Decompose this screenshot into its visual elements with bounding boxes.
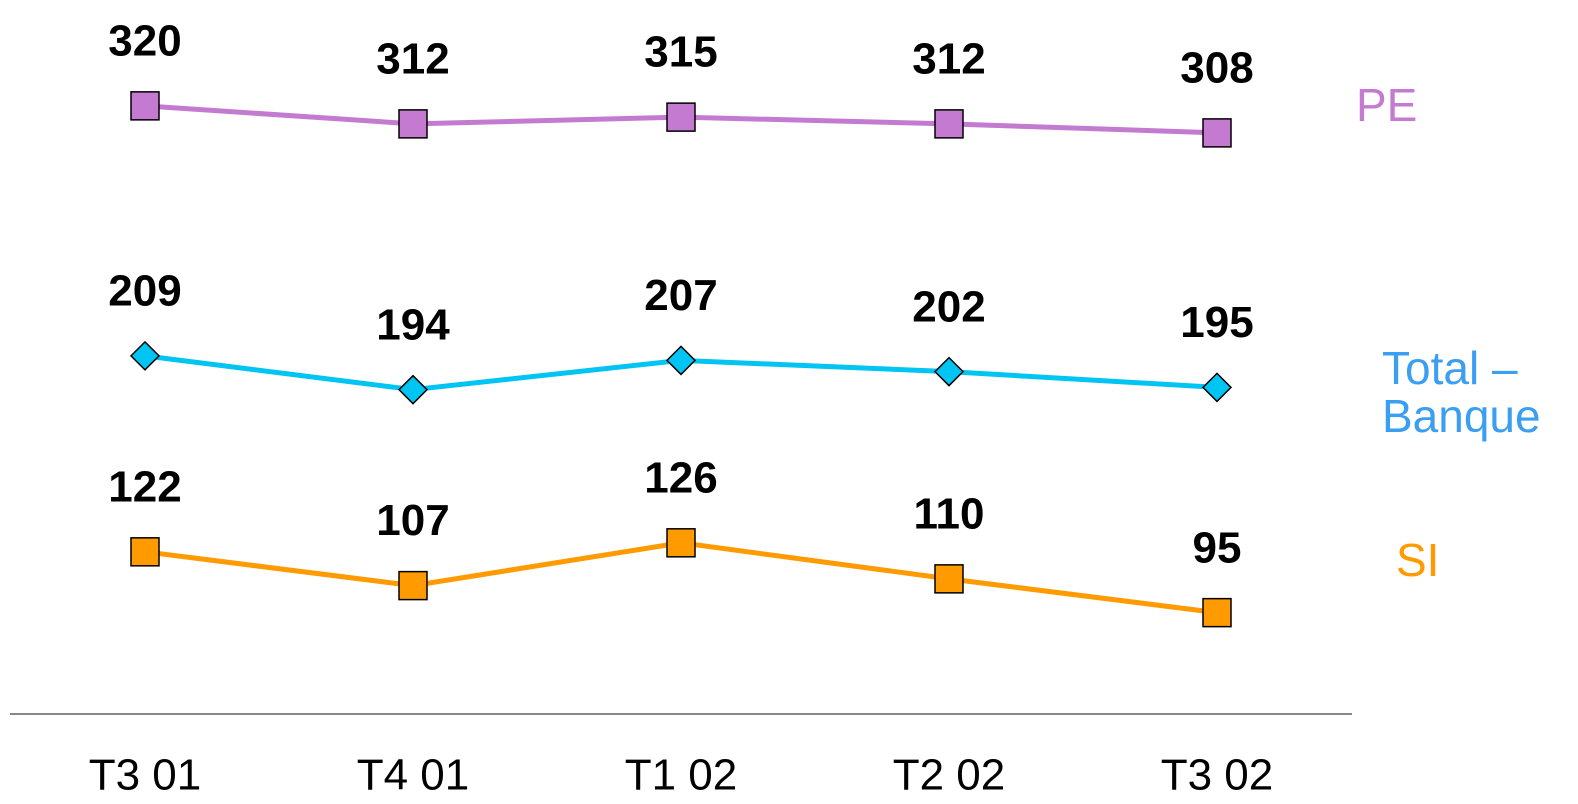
marker [130,537,160,567]
marker [666,528,696,558]
data-label: 95 [1193,523,1242,572]
legend-label: Total – Banque [1382,342,1541,442]
data-label: 107 [376,496,449,545]
data-label: 209 [108,266,181,315]
x-tick-label: T2 02 [893,751,1006,800]
marker [1202,118,1232,148]
data-label: 315 [644,28,717,77]
marker [397,374,429,405]
marker [398,570,428,601]
data-label: 308 [1180,44,1253,93]
marker [1202,597,1232,628]
data-label: 194 [376,300,450,349]
data-label: 195 [1180,298,1253,347]
data-label: 207 [644,271,717,320]
marker [666,102,696,132]
marker [665,345,697,376]
data-label: 202 [912,282,985,331]
x-tick-label: T4 01 [357,751,470,800]
x-tick-label: T1 02 [625,751,738,800]
marker [934,109,964,139]
legend-label: PE [1356,79,1418,131]
x-tick-label: T3 02 [1161,751,1274,800]
marker [130,91,160,121]
data-label: 110 [914,489,985,538]
x-tick-label: T3 01 [89,751,202,800]
data-label: 126 [644,453,717,502]
data-label: 312 [912,35,985,84]
marker [398,109,428,139]
data-label: 320 [108,16,181,65]
legend-label: SI [1396,534,1440,586]
marker [1201,372,1233,403]
marker [129,340,161,371]
data-label: 122 [108,462,181,511]
data-label: 312 [376,35,449,84]
marker [934,564,964,594]
marker [933,356,965,387]
